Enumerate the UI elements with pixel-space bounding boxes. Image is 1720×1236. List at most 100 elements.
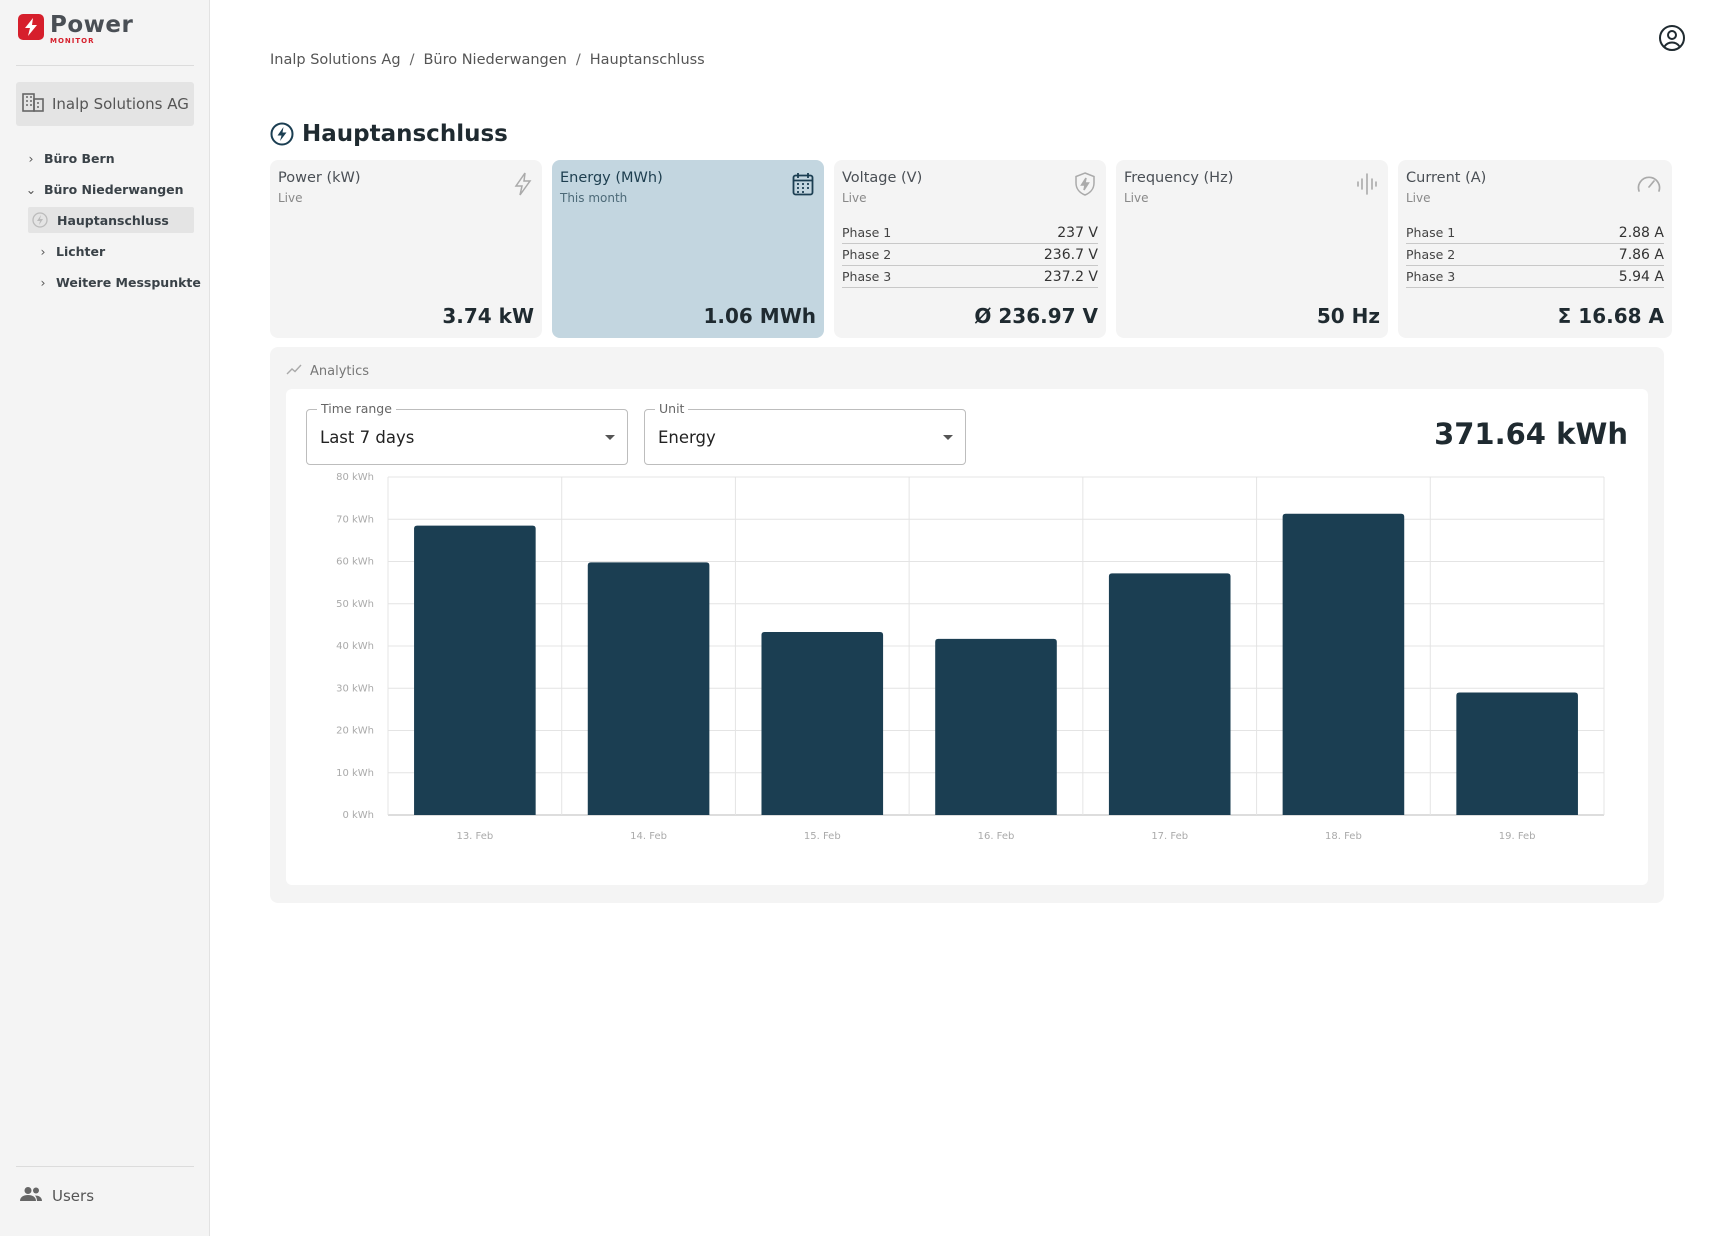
breadcrumb-separator: /	[575, 52, 581, 68]
breadcrumb-item[interactable]: Inalp Solutions Ag	[270, 52, 401, 68]
analytics-total: 371.64 kWh	[1434, 417, 1628, 451]
x-tick-label: 18. Feb	[1325, 831, 1362, 842]
organization-button[interactable]: Inalp Solutions AG	[16, 82, 194, 126]
breadcrumb-item-current: Hauptanschluss	[589, 52, 705, 68]
user-account-icon[interactable]	[1658, 24, 1686, 56]
card-title: Power (kW)	[278, 170, 361, 186]
bar	[587, 562, 710, 815]
card-subtitle: Live	[278, 191, 303, 205]
card-energy[interactable]: Energy (MWh) This month 1.06 MWh	[552, 160, 824, 338]
x-tick-label: 14. Feb	[630, 831, 667, 842]
app-logo[interactable]: Power MONITOR	[18, 14, 133, 45]
card-voltage[interactable]: Voltage (V) Live Phase 1 237 V Phase 2 236…	[834, 160, 1106, 338]
card-title: Frequency (Hz)	[1124, 170, 1234, 186]
logo-sub: MONITOR	[50, 37, 95, 45]
page-title: Hauptanschluss	[270, 121, 508, 147]
tree-item-weitere-messpunkte[interactable]: › Weitere Messpunkte	[36, 269, 201, 295]
page-title-text: Hauptanschluss	[302, 121, 508, 147]
x-tick-label: 15. Feb	[804, 831, 841, 842]
bolt-icon	[514, 172, 532, 200]
phase-value: 237.2 V	[1043, 268, 1098, 285]
y-tick-label: 40 kWh	[336, 641, 374, 652]
tree-item-lichter[interactable]: › Lichter	[36, 238, 106, 264]
chevron-down-icon[interactable]: ⌄	[25, 181, 37, 197]
chevron-right-icon[interactable]: ›	[40, 243, 46, 259]
tree-item-buero-niederwangen[interactable]: ⌄ Büro Niederwangen	[24, 176, 184, 202]
breadcrumb: Inalp Solutions Ag / Büro Niederwangen /…	[270, 52, 705, 68]
waveform-icon	[1356, 172, 1378, 200]
breadcrumb-separator: /	[409, 52, 415, 68]
time-range-value: Last 7 days	[320, 428, 415, 447]
analytics-content: Time range Last 7 days Unit Energy 371.6…	[286, 389, 1648, 885]
dropdown-arrow-icon[interactable]	[943, 435, 953, 440]
x-tick-label: 19. Feb	[1499, 831, 1536, 842]
tree-item-label: Hauptanschluss	[57, 212, 169, 228]
bar	[414, 525, 536, 815]
y-tick-label: 10 kWh	[336, 768, 374, 779]
phase-row: Phase 3 5.94 A	[1406, 266, 1664, 288]
card-title: Voltage (V)	[842, 170, 923, 186]
y-tick-label: 80 kWh	[336, 472, 374, 483]
users-icon	[20, 1186, 42, 1206]
card-value: Ø 236.97 V	[974, 304, 1098, 328]
tree-item-label: Lichter	[56, 243, 106, 259]
organization-name: Inalp Solutions AG	[52, 95, 189, 113]
tree-item-label: Büro Bern	[44, 150, 115, 166]
building-icon	[22, 92, 44, 116]
logo-bolt-icon	[18, 14, 44, 40]
card-subtitle: This month	[560, 191, 628, 205]
card-frequency[interactable]: Frequency (Hz) Live 50 Hz	[1116, 160, 1388, 338]
card-power[interactable]: Power (kW) Live 3.74 kW	[270, 160, 542, 338]
time-range-select[interactable]: Time range Last 7 days	[306, 401, 628, 465]
bar	[935, 638, 1057, 815]
bar	[1456, 692, 1578, 815]
card-subtitle: Live	[1124, 191, 1149, 205]
phase-value: 237 V	[1057, 224, 1098, 241]
breadcrumb-item[interactable]: Büro Niederwangen	[423, 52, 567, 68]
card-subtitle: Live	[842, 191, 867, 205]
card-value: 50 Hz	[1316, 304, 1380, 328]
phase-value: 5.94 A	[1618, 268, 1664, 285]
x-tick-label: 13. Feb	[456, 831, 493, 842]
circle-bolt-icon	[32, 212, 48, 228]
phase-label: Phase 1	[1406, 225, 1456, 240]
users-link[interactable]: Users	[20, 1186, 94, 1206]
shield-bolt-icon	[1074, 172, 1096, 200]
y-tick-label: 20 kWh	[336, 726, 374, 737]
x-tick-label: 17. Feb	[1151, 831, 1188, 842]
phase-row: Phase 2 236.7 V	[842, 244, 1098, 266]
unit-value: Energy	[658, 428, 716, 447]
phase-label: Phase 3	[842, 269, 892, 284]
y-tick-label: 50 kWh	[336, 599, 374, 610]
card-title: Energy (MWh)	[560, 170, 663, 186]
phase-list: Phase 1 2.88 A Phase 2 7.86 A Phase 3 5.94 …	[1406, 222, 1664, 288]
bar	[761, 632, 884, 815]
unit-select[interactable]: Unit Energy	[644, 401, 966, 465]
analytics-title: Analytics	[310, 363, 370, 379]
analytics-panel: Analytics Time range Last 7 days Unit En…	[270, 347, 1664, 903]
tree-item-buero-bern[interactable]: › Büro Bern	[24, 145, 115, 171]
y-tick-label: 30 kWh	[336, 683, 374, 694]
phase-value: 2.88 A	[1618, 224, 1664, 241]
tree-item-label: Büro Niederwangen	[44, 181, 184, 197]
phase-value: 236.7 V	[1043, 246, 1098, 263]
card-value: 3.74 kW	[442, 304, 534, 328]
tree-item-hauptanschluss[interactable]: Hauptanschluss	[28, 207, 194, 233]
phase-label: Phase 2	[1406, 247, 1456, 262]
bar	[1282, 513, 1405, 815]
card-current[interactable]: Current (A) Live Phase 1 2.88 A Phase 2 7.…	[1398, 160, 1672, 338]
calendar-icon	[792, 172, 814, 200]
phase-row: Phase 1 2.88 A	[1406, 222, 1664, 244]
dropdown-arrow-icon[interactable]	[605, 435, 615, 440]
tree-item-label: Weitere Messpunkte	[56, 274, 201, 290]
phase-row: Phase 1 237 V	[842, 222, 1098, 244]
users-label: Users	[52, 1187, 95, 1205]
y-tick-label: 70 kWh	[336, 514, 374, 525]
phase-label: Phase 2	[842, 247, 892, 262]
sidebar-divider	[16, 1166, 194, 1167]
chevron-right-icon[interactable]: ›	[28, 150, 34, 166]
logo-word: Power	[50, 12, 134, 38]
card-title: Current (A)	[1406, 170, 1487, 186]
circle-bolt-icon	[270, 122, 294, 146]
chevron-right-icon[interactable]: ›	[40, 274, 46, 290]
